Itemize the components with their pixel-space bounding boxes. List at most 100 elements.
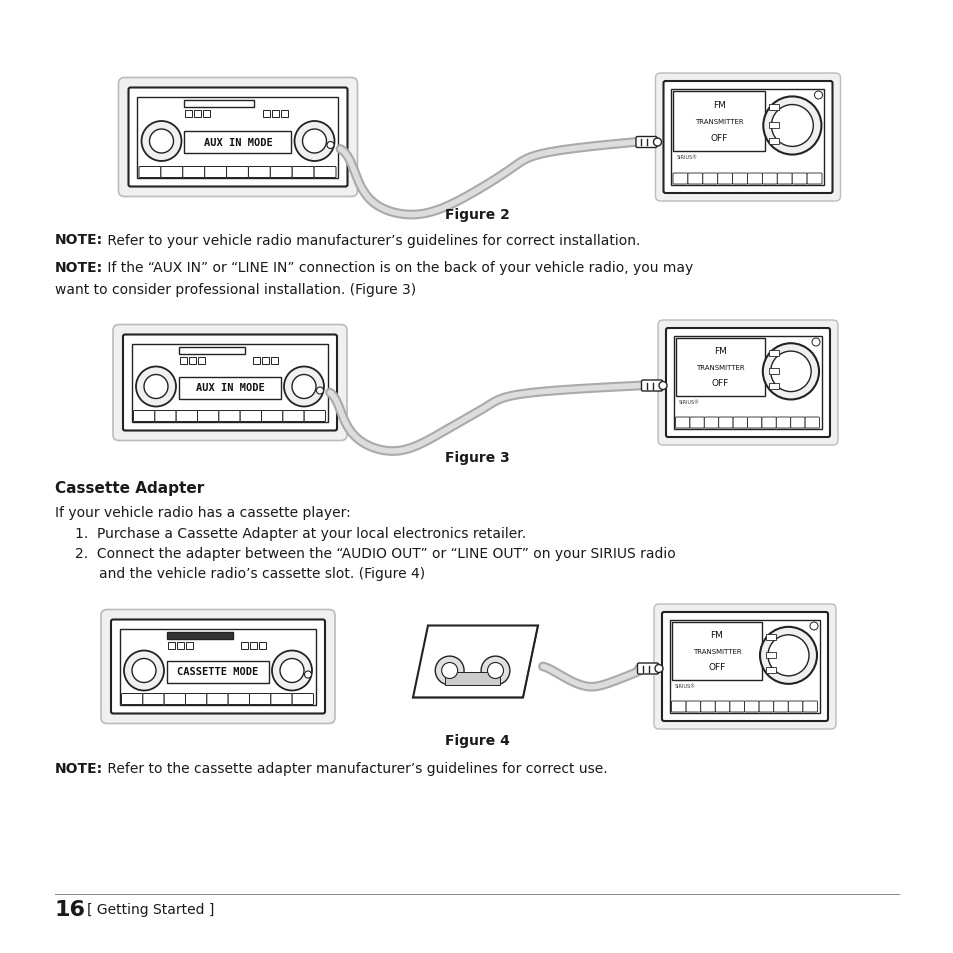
Circle shape <box>760 627 816 684</box>
Text: If your vehicle radio has a cassette player:: If your vehicle radio has a cassette pla… <box>55 505 351 519</box>
FancyBboxPatch shape <box>655 74 840 202</box>
Bar <box>673 91 764 152</box>
Bar <box>768 123 779 129</box>
FancyBboxPatch shape <box>640 380 661 392</box>
Text: FM: FM <box>712 100 725 110</box>
FancyBboxPatch shape <box>118 78 357 197</box>
Bar <box>768 138 779 145</box>
FancyBboxPatch shape <box>112 325 347 441</box>
Bar <box>253 357 260 364</box>
Bar <box>673 336 821 430</box>
Circle shape <box>771 106 813 148</box>
FancyBboxPatch shape <box>282 411 304 422</box>
FancyBboxPatch shape <box>802 701 817 712</box>
FancyBboxPatch shape <box>747 417 761 429</box>
FancyBboxPatch shape <box>240 411 261 422</box>
FancyBboxPatch shape <box>271 694 292 705</box>
Polygon shape <box>413 626 537 698</box>
FancyBboxPatch shape <box>261 411 282 422</box>
Circle shape <box>124 651 164 691</box>
Text: Figure 3: Figure 3 <box>444 451 509 465</box>
Bar <box>671 90 823 186</box>
Circle shape <box>150 130 173 153</box>
Bar <box>768 384 778 390</box>
FancyBboxPatch shape <box>672 173 687 185</box>
FancyBboxPatch shape <box>637 663 658 675</box>
Bar <box>189 357 195 364</box>
Circle shape <box>762 344 819 400</box>
FancyBboxPatch shape <box>218 411 240 422</box>
FancyBboxPatch shape <box>790 417 804 429</box>
Bar <box>177 641 184 649</box>
Bar <box>768 368 778 375</box>
FancyBboxPatch shape <box>111 619 325 714</box>
Bar <box>132 344 328 422</box>
Circle shape <box>144 375 168 399</box>
Circle shape <box>770 352 810 393</box>
FancyBboxPatch shape <box>791 173 806 185</box>
Circle shape <box>814 91 821 100</box>
FancyBboxPatch shape <box>700 701 715 712</box>
Bar <box>168 641 174 649</box>
Circle shape <box>272 651 312 691</box>
Text: Cassette Adapter: Cassette Adapter <box>55 481 204 496</box>
Text: SIRIUS®: SIRIUS® <box>676 154 697 159</box>
Circle shape <box>132 659 156 682</box>
FancyBboxPatch shape <box>143 694 164 705</box>
Text: and the vehicle radio’s cassette slot. (Figure 4): and the vehicle radio’s cassette slot. (… <box>99 567 425 581</box>
FancyBboxPatch shape <box>761 417 776 429</box>
Circle shape <box>435 657 463 685</box>
Bar <box>137 97 338 178</box>
Bar <box>444 673 499 685</box>
FancyBboxPatch shape <box>671 701 685 712</box>
Circle shape <box>655 665 662 673</box>
FancyBboxPatch shape <box>185 694 207 705</box>
FancyBboxPatch shape <box>207 694 228 705</box>
FancyBboxPatch shape <box>665 329 829 437</box>
FancyBboxPatch shape <box>689 417 703 429</box>
Circle shape <box>294 122 335 162</box>
FancyBboxPatch shape <box>718 417 732 429</box>
FancyBboxPatch shape <box>702 173 717 185</box>
Bar <box>179 377 281 399</box>
Text: OFF: OFF <box>708 662 725 672</box>
FancyBboxPatch shape <box>773 701 787 712</box>
Bar <box>765 635 775 640</box>
FancyBboxPatch shape <box>715 701 729 712</box>
Text: 2.  Connect the adapter between the “AUDIO OUT” or “LINE OUT” on your SIRIUS rad: 2. Connect the adapter between the “AUDI… <box>75 547 675 561</box>
Text: FM: FM <box>710 631 722 639</box>
FancyBboxPatch shape <box>248 168 270 178</box>
Text: OFF: OFF <box>710 133 727 143</box>
Circle shape <box>811 338 820 347</box>
Circle shape <box>441 662 457 679</box>
FancyBboxPatch shape <box>304 411 325 422</box>
FancyBboxPatch shape <box>685 701 700 712</box>
Bar <box>281 111 288 117</box>
FancyBboxPatch shape <box>250 694 271 705</box>
Text: Refer to the cassette adapter manufacturer’s guidelines for correct use.: Refer to the cassette adapter manufactur… <box>103 761 607 776</box>
Bar <box>167 632 233 639</box>
Text: Figure 4: Figure 4 <box>444 734 509 748</box>
FancyBboxPatch shape <box>804 417 819 429</box>
Bar <box>768 351 778 357</box>
FancyBboxPatch shape <box>654 604 835 729</box>
Bar <box>768 105 779 111</box>
FancyBboxPatch shape <box>164 694 185 705</box>
FancyBboxPatch shape <box>658 320 837 446</box>
Text: SIRIUS®: SIRIUS® <box>675 683 695 688</box>
FancyBboxPatch shape <box>121 694 143 705</box>
FancyBboxPatch shape <box>123 335 336 431</box>
Bar <box>271 357 277 364</box>
Text: If the “AUX IN” or “LINE IN” connection is on the back of your vehicle radio, yo: If the “AUX IN” or “LINE IN” connection … <box>103 261 693 275</box>
FancyBboxPatch shape <box>662 82 832 193</box>
Text: TRANSMITTER: TRANSMITTER <box>692 648 740 654</box>
Text: AUX IN MODE: AUX IN MODE <box>203 138 273 148</box>
Circle shape <box>653 139 660 147</box>
Circle shape <box>284 367 324 407</box>
Text: AUX IN MODE: AUX IN MODE <box>195 383 264 393</box>
Text: NOTE:: NOTE: <box>55 233 103 247</box>
Text: 16: 16 <box>55 899 86 919</box>
FancyBboxPatch shape <box>787 701 802 712</box>
Bar <box>167 660 269 682</box>
Bar <box>262 357 269 364</box>
